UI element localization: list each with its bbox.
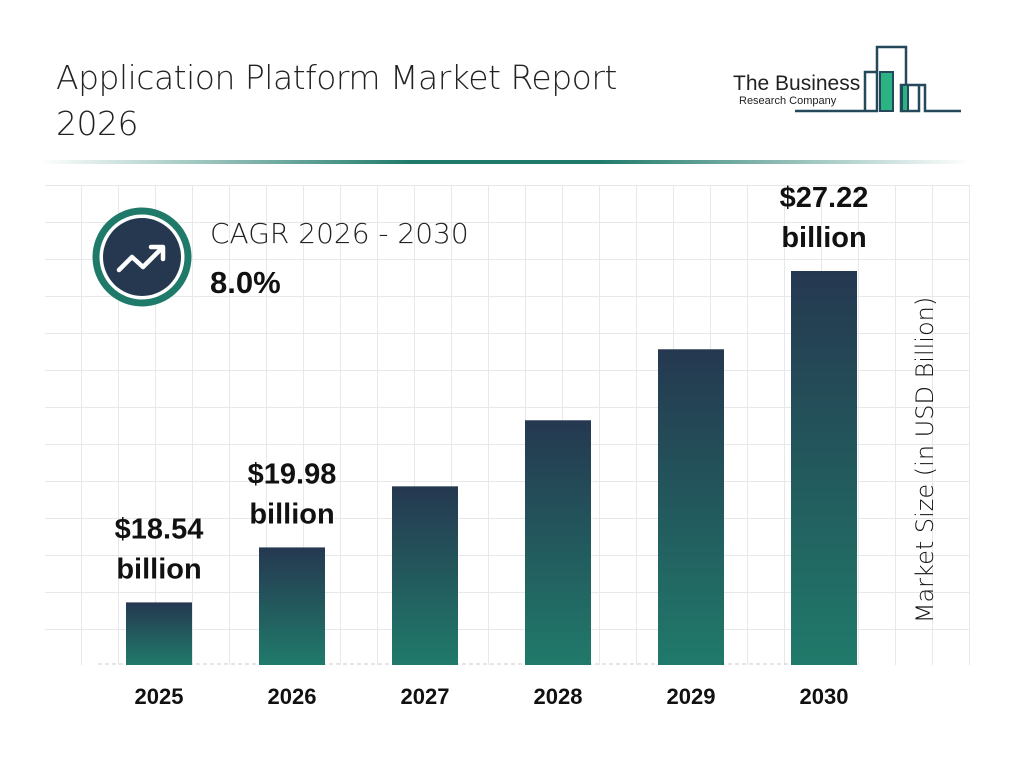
bar-2028 bbox=[525, 420, 591, 665]
company-logo: The Business Research Company bbox=[725, 40, 965, 120]
bar-2026 bbox=[259, 547, 325, 665]
page-title: Application Platform Market Report 2026 bbox=[56, 58, 617, 143]
x-tick-label: 2025 bbox=[135, 684, 184, 709]
header-divider bbox=[40, 160, 970, 164]
data-label-value: $19.98 bbox=[248, 458, 337, 490]
x-tick-label: 2029 bbox=[667, 684, 716, 709]
bar-2029 bbox=[658, 349, 724, 665]
x-tick-label: 2028 bbox=[534, 684, 583, 709]
x-tick-label: 2026 bbox=[268, 684, 317, 709]
data-label-value: $18.54 bbox=[115, 513, 204, 545]
logo-buildings-icon bbox=[795, 45, 961, 113]
data-label-value: $27.22 bbox=[780, 182, 869, 214]
bar-2030 bbox=[791, 271, 857, 665]
cagr-label: CAGR 2026 - 2030 bbox=[210, 217, 469, 250]
bar-2027 bbox=[392, 486, 458, 665]
data-label-unit: billion bbox=[781, 222, 866, 254]
bar-2025 bbox=[126, 602, 192, 665]
x-tick-label: 2027 bbox=[401, 684, 450, 709]
y-axis-label: Market Size (in USD Billion) bbox=[911, 296, 939, 624]
data-label-unit: billion bbox=[249, 498, 334, 530]
logo-text-line2: Research Company bbox=[739, 95, 837, 107]
cagr-value: 8.0% bbox=[210, 265, 281, 300]
logo-text-line1: The Business bbox=[733, 72, 861, 95]
x-tick-label: 2030 bbox=[800, 684, 849, 709]
data-label-unit: billion bbox=[116, 553, 201, 585]
trend-up-icon bbox=[92, 207, 192, 307]
